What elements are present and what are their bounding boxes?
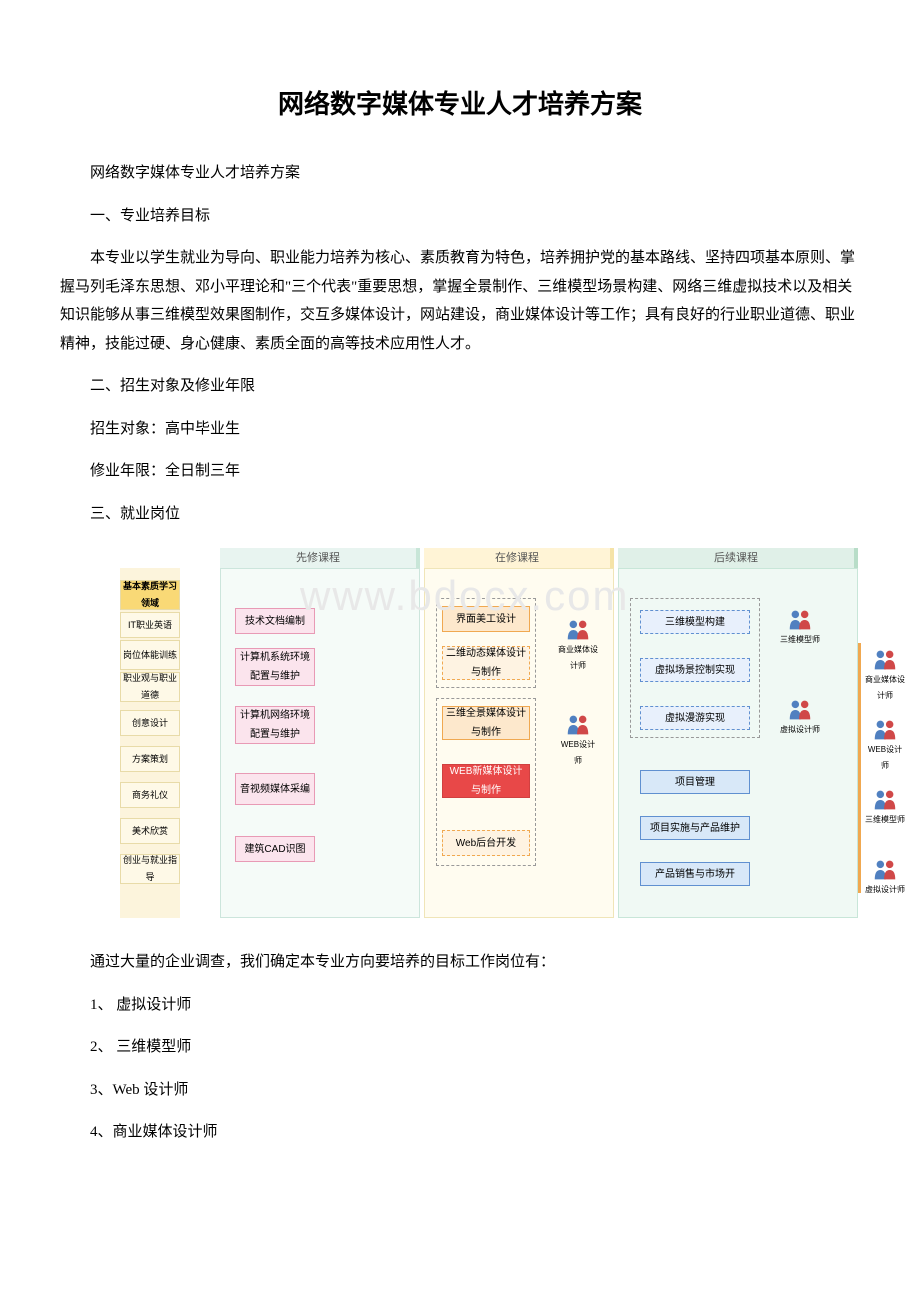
job-2: 2、 三维模型师 xyxy=(60,1033,860,1062)
box-d2: 虚拟漫游实现 xyxy=(640,706,750,730)
role-model-right: 三维模型师 xyxy=(865,788,905,827)
box-b4: 建筑CAD识图 xyxy=(235,836,315,862)
stage-pre: 先修课程 xyxy=(220,548,420,568)
side-6: 美术欣赏 xyxy=(120,818,180,844)
side-3: 创意设计 xyxy=(120,710,180,736)
job-4: 4、商业媒体设计师 xyxy=(60,1118,860,1147)
stage-cur: 在修课程 xyxy=(424,548,614,568)
section-1-body: 本专业以学生就业为导向、职业能力培养为核心、素质教育为特色，培养拥护党的基本路线… xyxy=(60,244,860,358)
box-b2: 计算机网络环境配置与维护 xyxy=(235,706,315,744)
job-1: 1、 虚拟设计师 xyxy=(60,991,860,1020)
subtitle: 网络数字媒体专业人才培养方案 xyxy=(60,159,860,188)
box-b3: 音视频媒体采编 xyxy=(235,773,315,805)
role-biz-right: 商业媒体设计师 xyxy=(865,648,905,702)
box-c1: 二维动态媒体设计与制作 xyxy=(442,646,530,680)
section-3-heading: 三、就业岗位 xyxy=(60,500,860,529)
side-1: 岗位体能训练 xyxy=(120,640,180,670)
box-d4: 项目实施与产品维护 xyxy=(640,816,750,840)
page-title: 网络数字媒体专业人才培养方案 xyxy=(60,80,860,129)
box-d5: 产品销售与市场开 xyxy=(640,862,750,886)
box-d0: 三维模型构建 xyxy=(640,610,750,634)
side-4: 方案策划 xyxy=(120,746,180,772)
box-b0: 技术文档编制 xyxy=(235,608,315,634)
role-web-mid: WEB设计师 xyxy=(558,713,598,767)
role-vr-right: 虚拟设计师 xyxy=(865,858,905,897)
box-d1: 虚拟场景控制实现 xyxy=(640,658,750,682)
stage-post: 后续课程 xyxy=(618,548,858,568)
section-2-heading: 二、招生对象及修业年限 xyxy=(60,372,860,401)
box-c4: Web后台开发 xyxy=(442,830,530,856)
side-head: 基本素质学习领域 xyxy=(120,580,180,610)
side-5: 商务礼仪 xyxy=(120,782,180,808)
box-c3: WEB新媒体设计与制作 xyxy=(442,764,530,798)
side-0: IT职业英语 xyxy=(120,612,180,638)
section-1-heading: 一、专业培养目标 xyxy=(60,202,860,231)
connector-bar xyxy=(858,643,861,893)
box-c2: 三维全景媒体设计与制作 xyxy=(442,706,530,740)
section-2-b: 修业年限：全日制三年 xyxy=(60,457,860,486)
box-c0: 界面美工设计 xyxy=(442,606,530,632)
role-web-right: WEB设计师 xyxy=(865,718,905,772)
box-b1: 计算机系统环境配置与维护 xyxy=(235,648,315,686)
job-3: 3、Web 设计师 xyxy=(60,1076,860,1105)
section-2-a: 招生对象：高中毕业生 xyxy=(60,415,860,444)
side-7: 创业与就业指导 xyxy=(120,854,180,884)
role-biz-mid: 商业媒体设计师 xyxy=(558,618,598,672)
section-3-intro: 通过大量的企业调查，我们确定本专业方向要培养的目标工作岗位有： xyxy=(60,948,860,977)
role-vr-mid: 虚拟设计师 xyxy=(780,698,820,737)
role-model-mid: 三维模型师 xyxy=(780,608,820,647)
curriculum-diagram: www.bdocx.com 先修课程 在修课程 后续课程 基本素质学习领域 IT… xyxy=(120,548,900,918)
box-d3: 项目管理 xyxy=(640,770,750,794)
side-2: 职业观与职业道德 xyxy=(120,672,180,702)
